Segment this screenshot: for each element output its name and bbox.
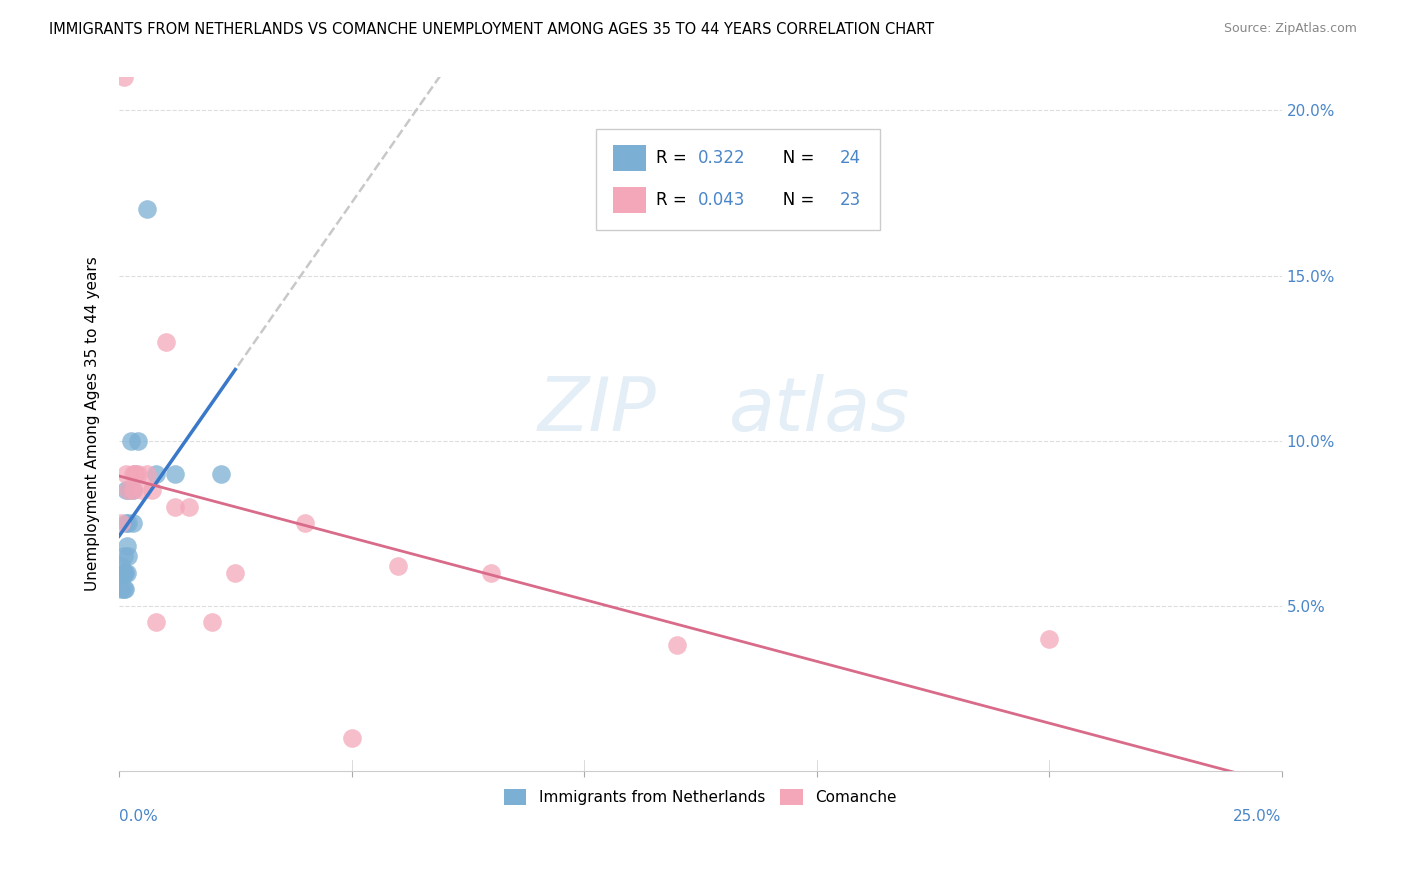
Point [201, 615, 224, 629]
Point [122, 483, 145, 497]
Text: 0.0%: 0.0% [120, 809, 157, 824]
Bar [613, 145, 645, 171]
Point [224, 566, 246, 580]
Point [136, 202, 159, 217]
Text: 24: 24 [839, 149, 860, 167]
Point [117, 539, 139, 553]
Point [122, 467, 145, 481]
Text: 23: 23 [839, 191, 860, 210]
Text: N =: N = [766, 149, 820, 167]
Text: atlas: atlas [730, 375, 911, 446]
Text: 0.322: 0.322 [697, 149, 745, 167]
Y-axis label: Unemployment Among Ages 35 to 44 years: Unemployment Among Ages 35 to 44 years [86, 257, 100, 591]
Point [131, 483, 153, 497]
Point [118, 483, 141, 497]
FancyBboxPatch shape [596, 129, 880, 230]
Point [666, 638, 689, 652]
Point [115, 483, 138, 497]
Point [294, 516, 316, 530]
Point [112, 582, 135, 596]
Point [155, 334, 177, 349]
Text: R =: R = [657, 191, 692, 210]
Point [120, 434, 142, 448]
Point [177, 500, 200, 514]
Text: 0.043: 0.043 [697, 191, 745, 210]
Point [124, 467, 146, 481]
Point [117, 566, 139, 580]
Point [111, 566, 134, 580]
Point [340, 731, 363, 745]
Point [114, 566, 136, 580]
Point [209, 467, 232, 481]
Point [1038, 632, 1060, 646]
Point [124, 467, 146, 481]
Text: Source: ZipAtlas.com: Source: ZipAtlas.com [1223, 22, 1357, 36]
Point [110, 516, 132, 530]
Point [112, 549, 135, 563]
Point [136, 467, 159, 481]
Point [112, 70, 135, 85]
Text: ZIP: ZIP [537, 375, 657, 446]
Point [145, 615, 167, 629]
Point [163, 500, 186, 514]
Point [479, 566, 502, 580]
Point [112, 566, 135, 580]
Point [387, 559, 409, 574]
Text: IMMIGRANTS FROM NETHERLANDS VS COMANCHE UNEMPLOYMENT AMONG AGES 35 TO 44 YEARS C: IMMIGRANTS FROM NETHERLANDS VS COMANCHE … [49, 22, 935, 37]
Point [122, 483, 145, 497]
Text: R =: R = [657, 149, 692, 167]
Point [110, 559, 132, 574]
Point [115, 516, 138, 530]
Point [163, 467, 186, 481]
Point [122, 516, 145, 530]
Point [117, 483, 139, 497]
Legend: Immigrants from Netherlands, Comanche: Immigrants from Netherlands, Comanche [498, 783, 903, 812]
Point [141, 483, 163, 497]
Text: 25.0%: 25.0% [1233, 809, 1281, 824]
Point [145, 467, 167, 481]
Point [110, 582, 132, 596]
Text: N =: N = [766, 191, 820, 210]
Point [127, 434, 149, 448]
Point [115, 467, 138, 481]
Bar [613, 187, 645, 213]
Point [117, 549, 139, 563]
Point [117, 516, 139, 530]
Point [127, 467, 149, 481]
Point [114, 582, 136, 596]
